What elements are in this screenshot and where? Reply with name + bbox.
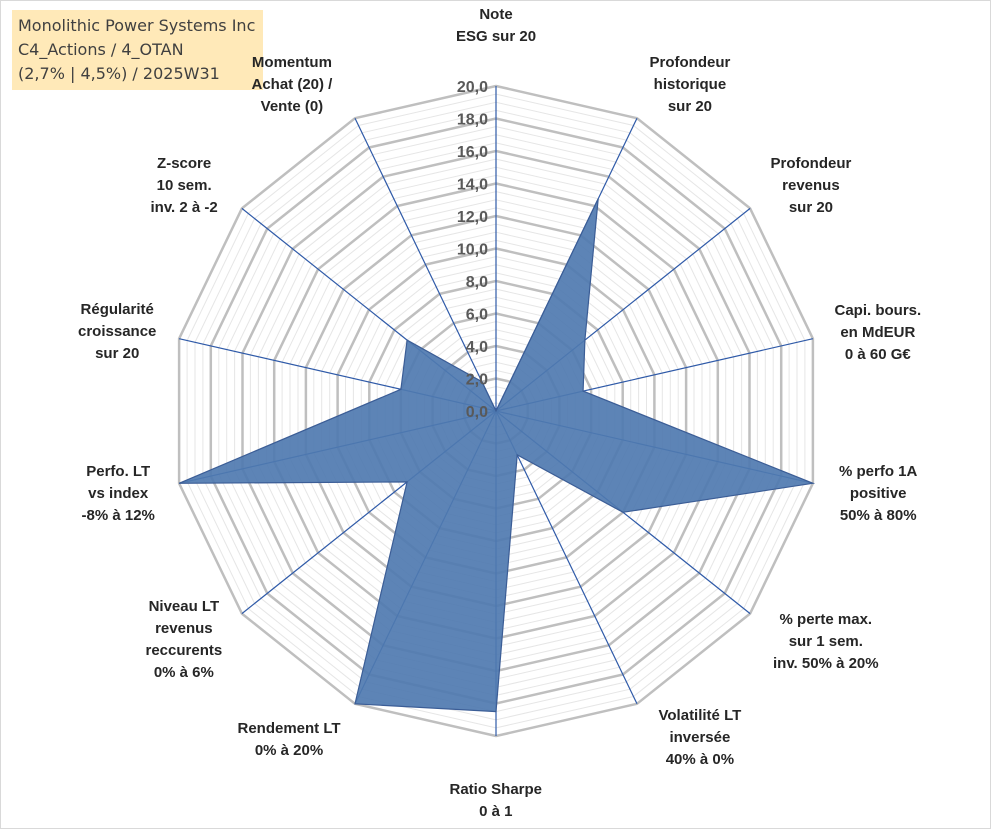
tick-label: 2,0: [466, 372, 488, 389]
axis-label-line: Profondeur: [649, 54, 731, 71]
axis-label-line: sur 1 sem.: [788, 633, 863, 650]
axis-label-line: inversée: [669, 729, 731, 746]
axis-label-line: 0% à 6%: [153, 664, 214, 681]
tick-label: 6,0: [466, 307, 488, 324]
axis-label-line: historique: [653, 76, 727, 93]
axis-label-line: 0 à 60 G€: [844, 346, 911, 363]
axis-label-line: Ratio Sharpe: [449, 781, 543, 798]
title-line-company: Monolithic Power Systems Inc: [18, 16, 256, 35]
axis-label-line: ESG sur 20: [456, 28, 537, 45]
axis-spoke: [354, 117, 497, 412]
axis-label-line: Niveau LT: [148, 598, 220, 615]
axis-label-line: Z-score: [157, 155, 212, 172]
title-line-category: C4_Actions / 4_OTAN: [18, 40, 184, 59]
tick-label: 0,0: [466, 404, 488, 421]
axis-label-line: sur 20: [95, 345, 140, 362]
tick-label: 14,0: [457, 177, 488, 194]
axis-label: Z-score 10 sem. inv. 2 à -2: [151, 153, 218, 219]
axis-label: Capi. bours. en MdEUR 0 à 60 G€: [835, 300, 922, 366]
tick-label: 20,0: [457, 79, 488, 96]
axis-label-line: positive: [849, 485, 907, 502]
tick-label: 8,0: [466, 274, 488, 291]
axis-label-line: revenus: [782, 177, 840, 194]
axis-label-line: 40% à 0%: [665, 751, 735, 768]
axis-label-line: sur 20: [788, 199, 834, 216]
axis-label-line: % perfo 1A: [839, 463, 918, 480]
axis-label-line: Volatilité LT: [658, 707, 742, 724]
axis-label: Perfo. LT vs index -8% à 12%: [82, 461, 155, 527]
series-area: [178, 198, 816, 713]
tick-label: 10,0: [457, 242, 488, 259]
axis-label-line: revenus: [155, 620, 213, 637]
axis-label-line: 0% à 20%: [254, 742, 324, 759]
axis-label-line: Vente (0): [260, 98, 324, 115]
axis-label-line: % perte max.: [779, 611, 873, 628]
axis-label-line: Profondeur: [770, 155, 852, 172]
title-line-rates-week: (2,7% | 4,5%) / 2025W31: [18, 64, 220, 83]
axis-label-line: 0 à 1: [479, 803, 513, 820]
axis-label-line: Note: [479, 6, 513, 23]
tick-label: 4,0: [466, 339, 488, 356]
axis-label: Volatilité LT inversée 40% à 0%: [659, 705, 742, 771]
axis-label-line: Capi. bours.: [834, 302, 922, 319]
axis-label-line: croissance: [78, 323, 157, 340]
tick-label: 12,0: [457, 209, 488, 226]
axis-label-line: Régularité: [80, 301, 154, 318]
axis-label: Régularité croissance sur 20: [78, 299, 156, 365]
chart-title-box: Monolithic Power Systems Inc C4_Actions …: [12, 10, 264, 90]
axis-label-line: -8% à 12%: [81, 507, 155, 524]
axis-label-line: inv. 2 à -2: [150, 199, 218, 216]
axis-label-line: Rendement LT: [237, 720, 341, 737]
axis-label-line: 10 sem.: [156, 177, 212, 194]
axis-spoke: [495, 410, 638, 705]
tick-label: 16,0: [457, 144, 488, 161]
axis-label: Niveau LT revenus reccurents 0% à 6%: [146, 596, 223, 684]
axis-label: Ratio Sharpe 0 à 1: [450, 779, 543, 823]
axis-label: Profondeur historique sur 20: [650, 52, 731, 118]
axis-label: % perte max. sur 1 sem. inv. 50% à 20%: [773, 609, 879, 675]
axis-label: Rendement LT 0% à 20%: [238, 718, 341, 762]
axis-label-line: sur 20: [667, 98, 713, 115]
axis-label: % perfo 1A positive 50% à 80%: [839, 461, 917, 527]
axis-label-line: en MdEUR: [840, 324, 916, 341]
axis-label-line: Achat (20) /: [251, 76, 333, 93]
axis-label: Note ESG sur 20: [456, 4, 536, 48]
axis-label: Momentum Achat (20) / Vente (0): [252, 52, 333, 118]
axis-label-line: Perfo. LT: [86, 463, 151, 480]
axis-label: Profondeur revenus sur 20: [771, 153, 852, 219]
tick-label: 18,0: [457, 112, 488, 129]
axis-label-line: Momentum: [251, 54, 332, 71]
axis-label-line: inv. 50% à 20%: [773, 655, 879, 672]
axis-label-line: reccurents: [145, 642, 223, 659]
axis-label-line: vs index: [88, 485, 149, 502]
axis-label-line: 50% à 80%: [839, 507, 917, 524]
